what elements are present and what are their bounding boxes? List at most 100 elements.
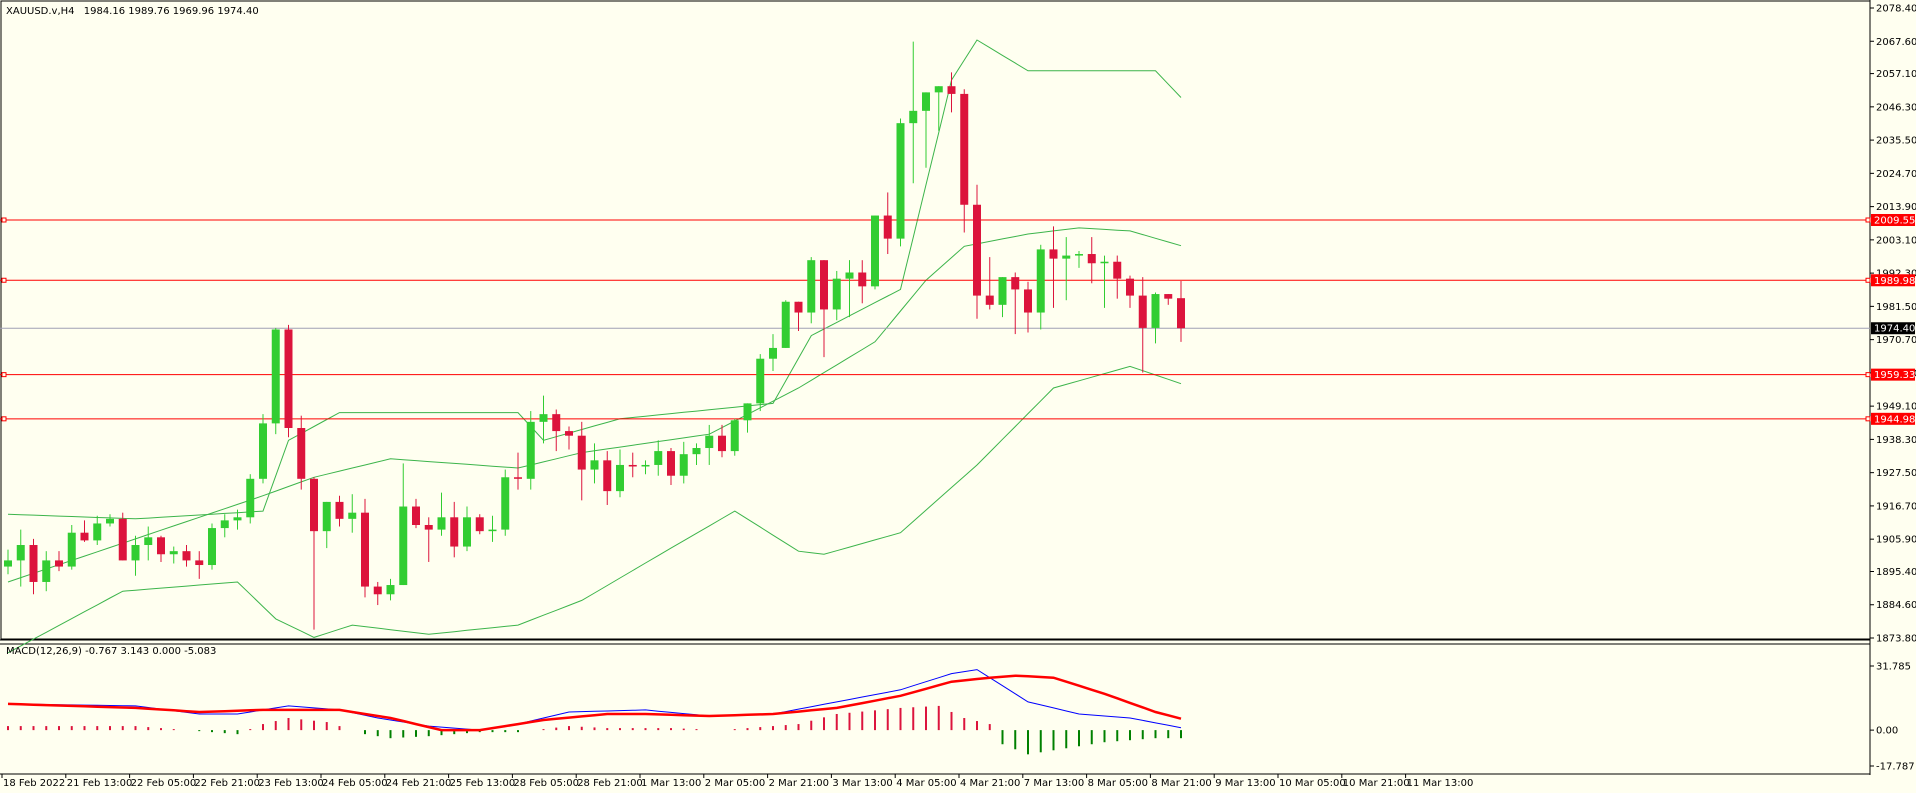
candle[interactable] <box>743 403 752 433</box>
level-handle-left[interactable] <box>1 416 7 422</box>
candle[interactable] <box>1126 275 1134 308</box>
level-handle-right[interactable] <box>1865 372 1871 378</box>
candle[interactable] <box>526 411 535 490</box>
candle[interactable] <box>845 260 854 318</box>
candle[interactable] <box>144 526 153 561</box>
candle[interactable] <box>501 469 510 536</box>
candle[interactable] <box>654 440 663 476</box>
candle[interactable] <box>1100 255 1109 308</box>
candle[interactable] <box>1113 255 1122 299</box>
candle[interactable] <box>1138 277 1147 373</box>
candle[interactable] <box>1075 250 1083 268</box>
candle[interactable] <box>807 257 816 324</box>
candle[interactable] <box>539 395 548 444</box>
candle[interactable] <box>106 514 114 527</box>
candle[interactable] <box>246 474 255 524</box>
candle[interactable] <box>883 192 892 255</box>
candle[interactable] <box>616 449 624 498</box>
candle[interactable] <box>16 529 25 587</box>
candle[interactable] <box>1024 281 1032 333</box>
candle[interactable] <box>348 494 357 533</box>
candle[interactable] <box>80 520 89 542</box>
candle[interactable] <box>475 514 484 535</box>
candle[interactable] <box>488 515 497 542</box>
candle[interactable] <box>820 260 828 358</box>
level-handle-right[interactable] <box>1865 217 1871 223</box>
candle[interactable] <box>450 501 459 558</box>
candle[interactable] <box>781 300 790 348</box>
candle[interactable] <box>628 452 637 478</box>
candle[interactable] <box>756 354 765 412</box>
candle[interactable] <box>93 515 102 546</box>
candle[interactable] <box>1177 280 1185 342</box>
candle[interactable] <box>284 324 293 438</box>
candle[interactable] <box>29 538 38 595</box>
candle[interactable] <box>437 492 446 536</box>
candle[interactable] <box>769 334 777 372</box>
candle[interactable] <box>1151 292 1160 344</box>
candle[interactable] <box>960 89 969 233</box>
candle[interactable] <box>730 418 739 456</box>
candle[interactable] <box>463 506 471 552</box>
candle[interactable] <box>297 415 306 490</box>
candle[interactable] <box>259 414 267 484</box>
candle[interactable] <box>233 509 242 530</box>
candle[interactable] <box>985 257 994 310</box>
candle[interactable] <box>577 421 586 501</box>
candle[interactable] <box>718 424 726 458</box>
candle[interactable] <box>67 524 76 570</box>
level-handle-right[interactable] <box>1865 277 1871 283</box>
candle[interactable] <box>667 448 675 485</box>
candle[interactable] <box>131 535 140 576</box>
candle[interactable] <box>514 452 522 490</box>
level-handle-left[interactable] <box>1 277 7 283</box>
candle[interactable] <box>565 426 573 450</box>
candle[interactable] <box>1049 226 1058 308</box>
candle[interactable] <box>794 301 803 332</box>
candle[interactable] <box>603 451 612 505</box>
level-handle-left[interactable] <box>1 372 7 378</box>
candle[interactable] <box>871 215 879 290</box>
candle[interactable] <box>55 551 63 572</box>
candle[interactable] <box>169 546 178 564</box>
candle[interactable] <box>922 92 930 168</box>
candle[interactable] <box>335 495 344 527</box>
candle[interactable] <box>858 260 867 304</box>
candle[interactable] <box>373 581 382 606</box>
candlesticks[interactable] <box>4 41 1185 630</box>
candle[interactable] <box>909 41 918 184</box>
candle[interactable] <box>118 512 127 561</box>
candle[interactable] <box>310 477 318 630</box>
candle[interactable] <box>322 501 331 549</box>
candle[interactable] <box>973 184 981 319</box>
candle[interactable] <box>705 424 714 465</box>
candle[interactable] <box>679 441 688 484</box>
candle[interactable] <box>361 498 369 598</box>
candle[interactable] <box>998 277 1007 318</box>
candle[interactable] <box>386 578 395 601</box>
candle[interactable] <box>692 443 701 465</box>
candle[interactable] <box>934 86 943 131</box>
candle[interactable] <box>641 460 650 475</box>
candle[interactable] <box>208 523 216 570</box>
candle[interactable] <box>220 514 229 538</box>
candle[interactable] <box>399 463 408 586</box>
candle[interactable] <box>1036 244 1045 330</box>
candle[interactable] <box>590 443 599 484</box>
candle[interactable] <box>157 535 165 562</box>
candle[interactable] <box>1011 272 1020 335</box>
candle[interactable] <box>552 409 561 452</box>
candle[interactable] <box>271 327 280 435</box>
candle[interactable] <box>1087 237 1096 284</box>
candle[interactable] <box>412 498 420 529</box>
candle[interactable] <box>195 551 204 579</box>
candle[interactable] <box>424 517 433 562</box>
candle[interactable] <box>4 549 12 575</box>
candle[interactable] <box>182 545 191 567</box>
candle[interactable] <box>42 551 51 592</box>
candle[interactable] <box>832 270 841 321</box>
level-handle-left[interactable] <box>1 217 7 223</box>
candle[interactable] <box>1164 294 1173 305</box>
level-handle-right[interactable] <box>1865 416 1871 422</box>
